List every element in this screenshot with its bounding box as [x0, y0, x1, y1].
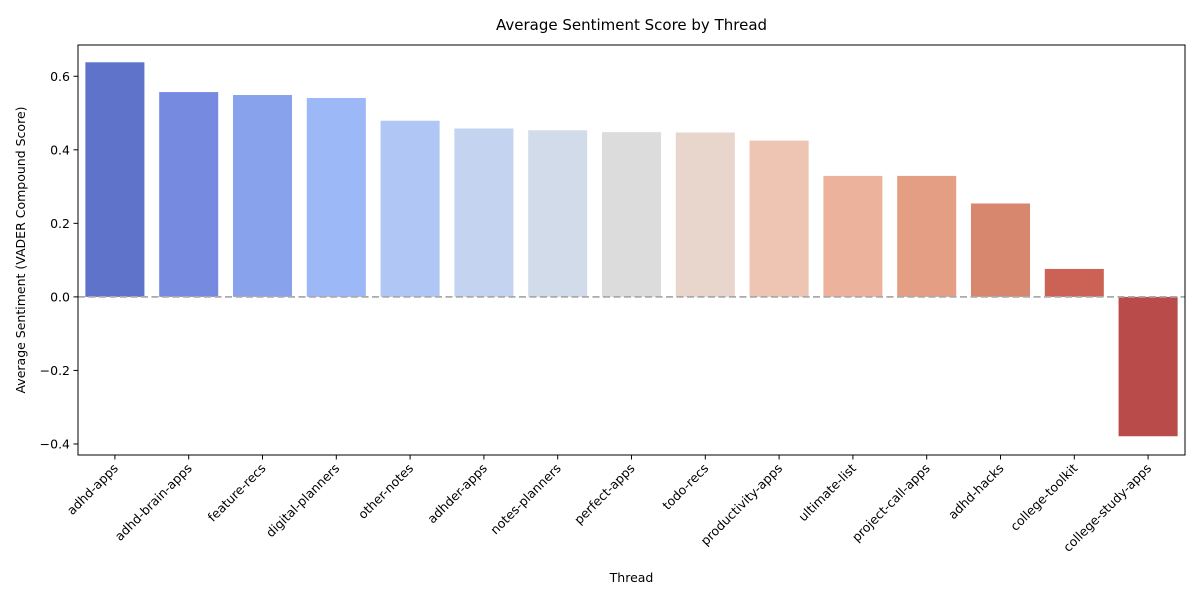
y-tick-label: 0.0: [50, 289, 70, 304]
bar-adhd-brain-apps: [159, 92, 219, 297]
bar-adhder-apps: [454, 128, 514, 297]
bar-notes-planners: [528, 130, 588, 297]
bar-project-call-apps: [897, 175, 957, 297]
bar-digital-planners: [306, 97, 366, 297]
x-tick-label: digital-planners: [263, 461, 343, 541]
x-tick-label: adhder-apps: [424, 461, 490, 527]
y-axis-label: Average Sentiment (VADER Compound Score): [13, 106, 28, 393]
bar-todo-recs: [675, 132, 735, 297]
x-tick-label: productivity-apps: [697, 461, 785, 549]
bar-adhd-hacks: [970, 203, 1031, 297]
bar-college-toolkit: [1044, 268, 1104, 297]
bar-perfect-apps: [601, 132, 662, 297]
x-tick-label: todo-recs: [659, 461, 711, 513]
bar-college-study-apps: [1118, 296, 1178, 437]
bar-ultimate-list: [823, 175, 883, 297]
x-tick-label: ultimate-list: [795, 460, 859, 524]
x-tick-label: adhd-hacks: [945, 461, 1007, 523]
bar-productivity-apps: [749, 140, 809, 297]
x-tick-label: adhd-apps: [64, 461, 121, 518]
y-tick-label: 0.6: [50, 69, 70, 84]
y-tick-label: 0.2: [50, 216, 70, 231]
bars-group: [85, 62, 1178, 437]
y-tick-label: −0.2: [40, 363, 70, 378]
y-tick-label: 0.4: [50, 142, 70, 157]
x-tick-label: project-call-apps: [849, 461, 933, 545]
y-tick-label: −0.4: [40, 436, 70, 451]
x-axis-label: Thread: [609, 570, 654, 585]
x-tick-label: feature-recs: [205, 461, 269, 525]
plot-frame: [77, 44, 1186, 456]
bar-adhd-apps: [85, 62, 145, 297]
bar-feature-recs: [232, 95, 293, 297]
bar-other-notes: [380, 120, 440, 297]
chart-title: Average Sentiment Score by Thread: [496, 16, 767, 34]
x-tick-label: perfect-apps: [571, 461, 638, 528]
x-tick-label: college-toolkit: [1007, 460, 1080, 533]
x-tick-label: notes-planners: [487, 461, 564, 538]
x-tick-label: adhd-brain-apps: [112, 461, 195, 544]
y-axis: −0.4 −0.2 0.0 0.2 0.4 0.6: [40, 69, 78, 451]
x-tick-label: other-notes: [355, 461, 416, 522]
